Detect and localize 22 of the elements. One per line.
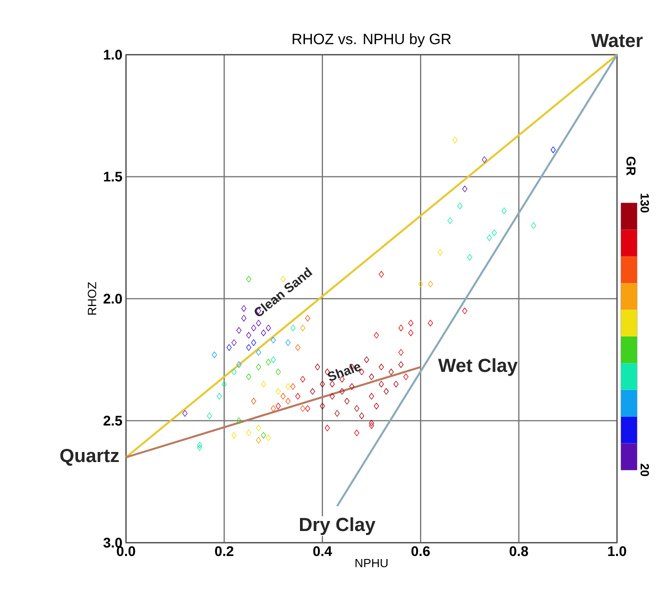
x-tick-label: 0.6 [411,546,430,556]
chart-title: RHOZ vs. NPHU by GR [292,33,451,48]
color-bar-label: 20 [640,464,649,476]
x-tick-label: 1.0 [608,546,626,556]
x-axis-title: NPHU [356,558,388,568]
annotation: Dry Clay [300,517,376,535]
y-tick-label: 3.0 [103,538,122,548]
x-tick-label: 0.2 [215,546,234,556]
y-tick-label: 1.5 [104,172,122,182]
color-bar-title: GR [626,156,636,176]
y-tick-label: 2.0 [104,294,122,304]
y-axis-title: RHOZ [88,282,96,315]
annotation: Quartz [60,448,119,466]
y-tick-label: 1.0 [104,50,122,60]
x-tick-label: 0.0 [116,546,136,556]
x-tick-label: 0.4 [313,546,332,556]
x-tick-label: 0.8 [510,546,528,556]
annotation: Water [591,34,643,48]
y-tick-label: 2.5 [104,416,122,426]
color-bar-label: 130 [640,194,650,212]
annotation: Wet Clay [438,358,518,376]
annotation: Shale [328,364,361,381]
